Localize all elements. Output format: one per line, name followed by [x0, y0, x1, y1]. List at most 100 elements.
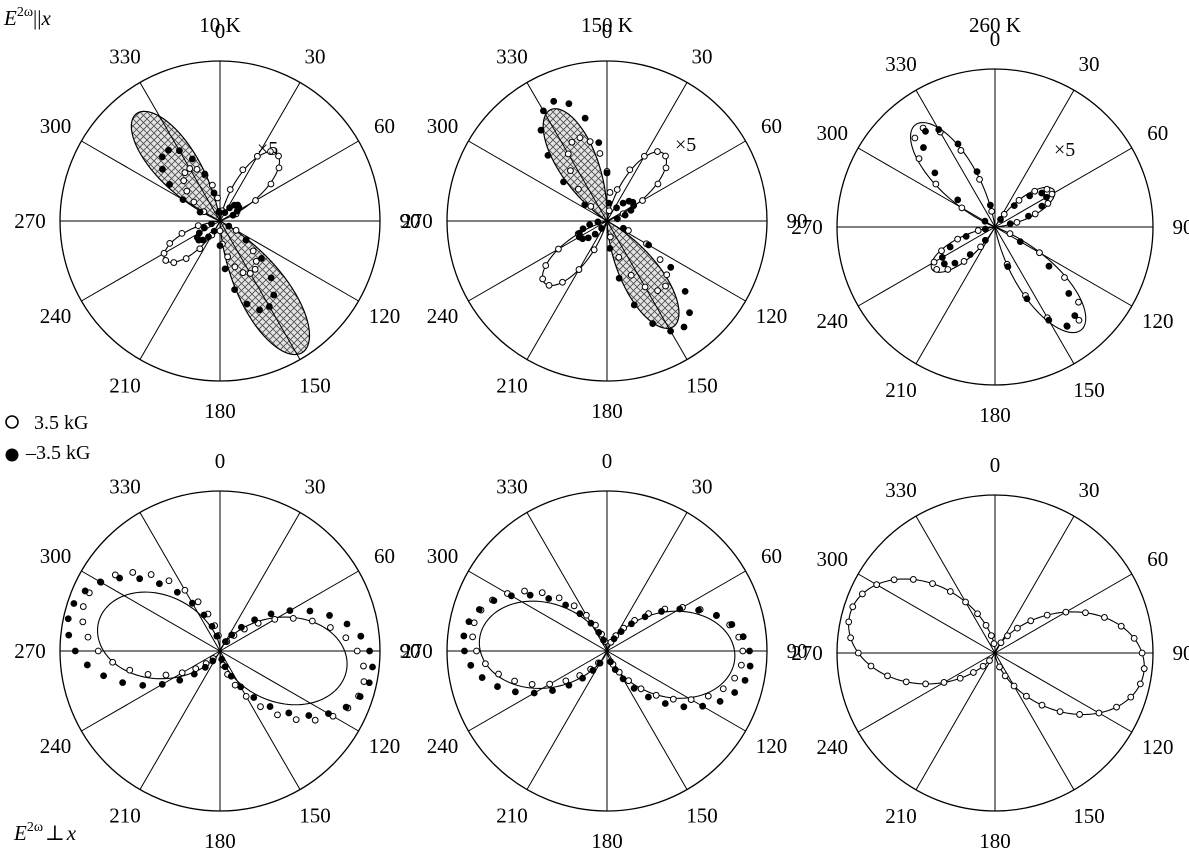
open-data-point — [353, 647, 361, 655]
open-data-point — [342, 634, 350, 642]
filled-data-point — [71, 647, 79, 655]
angle-label-300: 300 — [816, 121, 848, 145]
filled-data-point — [619, 199, 627, 207]
open-data-point — [625, 677, 632, 685]
spoke-210 — [915, 652, 996, 791]
angle-label-270: 270 — [14, 639, 46, 663]
angle-label-240: 240 — [427, 304, 459, 328]
filled-data-point — [119, 679, 127, 687]
open-data-point — [232, 226, 240, 234]
filled-data-point — [1006, 220, 1014, 228]
angle-label-330: 330 — [496, 45, 528, 69]
filled-data-point — [630, 684, 638, 692]
filled-data-point — [267, 274, 275, 282]
open-data-point — [311, 716, 319, 724]
filled-data-point — [1025, 212, 1032, 220]
filled-data-point — [210, 189, 218, 197]
filled-data-point — [242, 236, 250, 244]
filled-data-point — [544, 152, 552, 159]
open-data-point — [538, 589, 546, 597]
filled-data-point — [507, 592, 515, 600]
angle-label-180: 180 — [591, 829, 623, 848]
filled-data-point — [233, 207, 241, 215]
angle-label-300: 300 — [40, 114, 72, 138]
open-data-point — [958, 204, 966, 212]
open-data-point — [641, 283, 649, 291]
open-data-point — [559, 278, 566, 286]
angle-label-60: 60 — [374, 114, 395, 138]
spoke-30 — [219, 82, 301, 222]
angle-label-30: 30 — [1079, 478, 1100, 502]
filled-data-point — [1071, 312, 1079, 320]
polar-panel-bottom-150K: 0 30 60 90 120 150 180 210 240 270 300 330 — [401, 449, 807, 848]
top-row-label: E2ω||x — [3, 5, 51, 30]
filled-data-point — [343, 620, 351, 628]
spoke-150 — [994, 226, 1075, 365]
angle-label-240: 240 — [40, 734, 72, 758]
open-data-point — [165, 577, 173, 585]
open-data-point — [582, 611, 590, 619]
open-data-point — [292, 716, 300, 723]
filled-data-point — [739, 633, 747, 641]
filled-data-point — [680, 323, 688, 331]
open-data-point — [79, 618, 87, 626]
spoke-240 — [468, 650, 608, 732]
open-data-point — [909, 576, 917, 583]
open-data-point — [1136, 680, 1144, 688]
open-data-point — [1031, 210, 1039, 218]
scale-annotation: ×5 — [675, 134, 696, 156]
open-data-point — [170, 259, 178, 266]
open-data-point — [192, 665, 200, 673]
angle-label-240: 240 — [816, 735, 848, 759]
open-data-point — [181, 169, 189, 177]
open-data-point — [662, 164, 670, 172]
spoke-30 — [994, 515, 1075, 654]
open-data-point — [546, 680, 554, 688]
filled-data-point — [231, 286, 238, 294]
open-data-point — [575, 266, 583, 273]
filled-data-point — [587, 619, 595, 627]
open-data-point — [257, 703, 264, 711]
spoke-240 — [857, 226, 996, 307]
open-data-point — [196, 245, 204, 253]
filled-data-point — [1016, 238, 1024, 246]
open-data-point — [275, 164, 283, 172]
open-data-point — [996, 663, 1003, 671]
open-data-point — [79, 603, 87, 610]
spoke-330 — [139, 512, 221, 652]
open-data-point — [915, 155, 923, 163]
filled-data-point — [613, 204, 620, 212]
filled-data-point — [266, 703, 274, 710]
open-data-point — [1082, 609, 1089, 617]
open-data-point — [976, 176, 983, 183]
open-data-point — [1013, 624, 1021, 632]
filled-data-point — [981, 225, 989, 233]
spoke-120 — [606, 220, 746, 302]
open-data-point — [183, 187, 191, 195]
filled-data-point — [981, 217, 989, 225]
angle-label-270: 270 — [401, 209, 433, 233]
open-data-point — [847, 634, 855, 642]
open-data-point — [511, 677, 518, 685]
open-data-point — [94, 647, 102, 655]
open-data-point — [1043, 185, 1051, 193]
angle-label-150: 150 — [299, 374, 331, 398]
filled-data-point — [136, 575, 144, 583]
open-data-point — [988, 207, 996, 215]
open-data-point — [360, 662, 367, 670]
angle-label-30: 30 — [692, 475, 713, 499]
open-data-point — [180, 177, 188, 185]
filled-data-point — [966, 251, 974, 258]
angle-label-270: 270 — [791, 641, 823, 665]
angle-label-240: 240 — [427, 734, 459, 758]
filled-data-point — [596, 659, 604, 667]
filled-data-point — [342, 703, 350, 711]
open-data-point — [521, 587, 528, 595]
open-data-point — [208, 181, 216, 189]
open-data-point — [1043, 611, 1051, 619]
angle-label-0: 0 — [602, 19, 613, 43]
open-data-point — [884, 672, 891, 680]
open-data-point — [739, 647, 747, 655]
angle-label-90: 90 — [787, 639, 808, 663]
filled-data-point — [611, 666, 619, 674]
